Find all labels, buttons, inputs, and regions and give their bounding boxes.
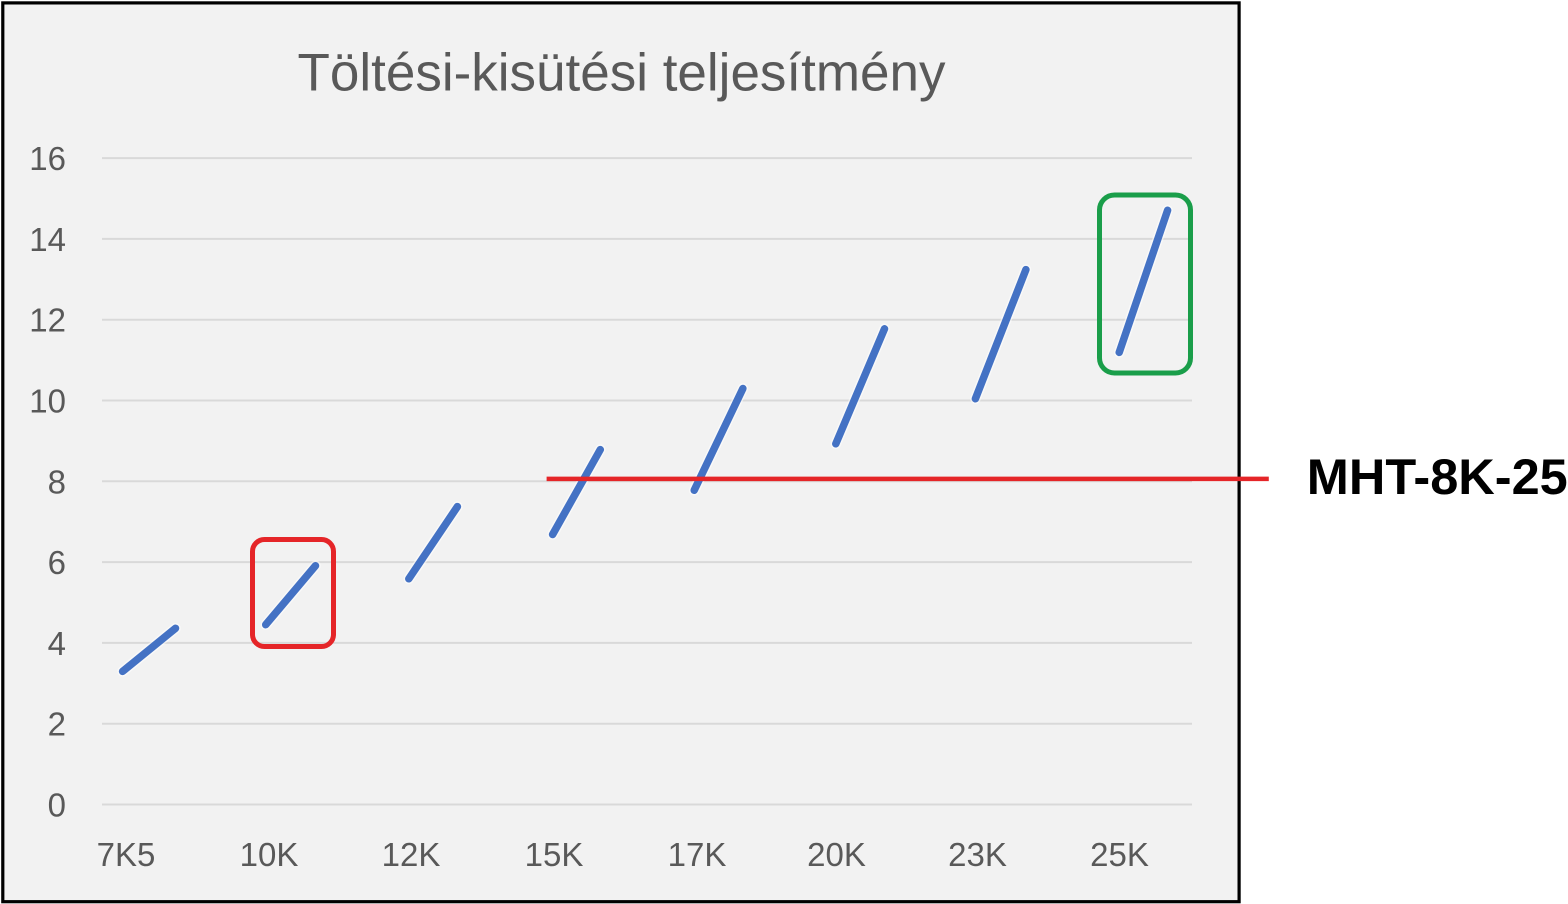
svg-text:6: 6 <box>48 544 66 581</box>
svg-text:25K: 25K <box>1090 836 1149 873</box>
svg-text:10: 10 <box>29 383 66 420</box>
svg-text:12: 12 <box>29 302 66 339</box>
svg-text:Töltési-kisütési teljesítmény: Töltési-kisütési teljesítmény <box>298 44 946 103</box>
svg-text:0: 0 <box>48 787 66 824</box>
svg-text:17K: 17K <box>668 836 727 873</box>
svg-text:MHT-8K-25: MHT-8K-25 <box>1307 448 1568 505</box>
svg-text:2: 2 <box>48 706 66 743</box>
svg-text:12K: 12K <box>382 836 441 873</box>
svg-text:15K: 15K <box>525 836 584 873</box>
svg-text:7K5: 7K5 <box>97 836 156 873</box>
svg-text:23K: 23K <box>948 836 1007 873</box>
svg-text:8: 8 <box>48 463 66 500</box>
svg-text:14: 14 <box>29 221 66 258</box>
svg-text:16: 16 <box>29 140 66 177</box>
svg-text:4: 4 <box>48 625 66 662</box>
svg-text:10K: 10K <box>240 836 299 873</box>
svg-text:20K: 20K <box>807 836 866 873</box>
